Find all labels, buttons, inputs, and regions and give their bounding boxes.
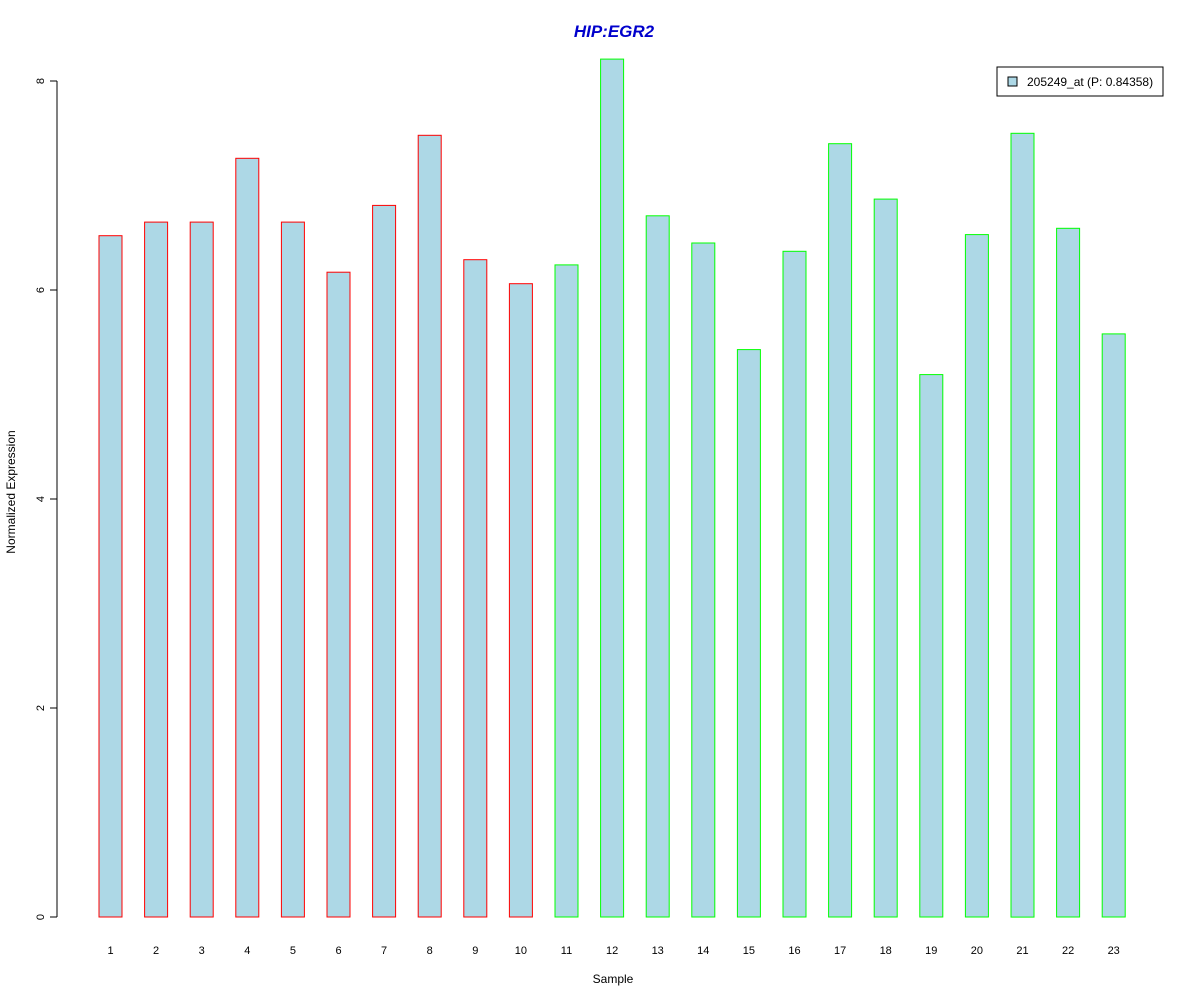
x-tick-label: 17 [834,945,846,957]
x-tick-label: 14 [697,945,709,957]
bar-23 [1101,333,1126,918]
y-tick-label: 2 [35,705,47,711]
x-tick-label: 3 [199,945,205,957]
x-tick-label: 12 [606,945,618,957]
x-tick-label: 19 [925,945,937,957]
chart-title: HIP:EGR2 [574,22,655,41]
y-axis-title: Normalized Expression [4,430,18,553]
x-axis-title: Sample [593,972,634,986]
x-tick-label: 18 [880,945,892,957]
bar-12 [600,58,625,918]
bar-11 [554,264,579,918]
bar-13 [645,215,670,918]
y-tick-label: 6 [35,287,47,293]
bar-6 [326,271,351,918]
bar-18 [873,198,898,918]
bar-8 [417,134,442,918]
bar-7 [372,204,397,918]
legend-box [996,66,1164,97]
bar-5 [280,221,305,918]
bar-22 [1056,227,1081,918]
bar-2 [144,221,169,918]
x-tick-label: 1 [107,945,113,957]
y-tick-label: 8 [35,78,47,84]
y-tick-label: 0 [35,914,47,920]
x-tick-label: 16 [788,945,800,957]
bar-4 [235,157,260,918]
x-tick-label: 22 [1062,945,1074,957]
x-tick-label: 5 [290,945,296,957]
bar-14 [691,242,716,918]
x-tick-label: 11 [561,945,572,957]
x-tick-label: 7 [381,945,387,957]
bar-17 [828,143,853,918]
x-tick-label: 13 [652,945,664,957]
bar-19 [919,374,944,918]
x-tick-label: 23 [1108,945,1120,957]
bar-16 [782,250,807,918]
legend-label: 205249_at (P: 0.84358) [1027,75,1153,89]
x-tick-label: 21 [1016,945,1028,957]
legend-swatch [1007,76,1018,87]
bar-3 [189,221,214,918]
x-tick-label: 15 [743,945,755,957]
bar-15 [736,349,761,918]
bar-10 [508,283,533,918]
x-tick-labels: 1 2 3 4 5 6 7 8 9 10 11 12 13 14 15 16 17 18 19 20 21 22 23 [107,945,1119,957]
bar-20 [964,234,989,918]
x-tick-label: 10 [515,945,527,957]
x-tick-label: 8 [427,945,433,957]
bar-21 [1010,132,1035,918]
bar-9 [463,259,488,918]
bar-1 [98,235,123,918]
bars-group [98,58,1126,918]
legend: 205249_at (P: 0.84358) [996,66,1164,97]
x-tick-label: 20 [971,945,983,957]
y-tick-label: 4 [35,496,47,502]
x-tick-label: 4 [244,945,250,957]
x-tick-label: 9 [472,945,478,957]
x-tick-label: 6 [335,945,341,957]
x-tick-label: 2 [153,945,159,957]
y-axis: 0 2 4 6 8 [35,78,58,920]
